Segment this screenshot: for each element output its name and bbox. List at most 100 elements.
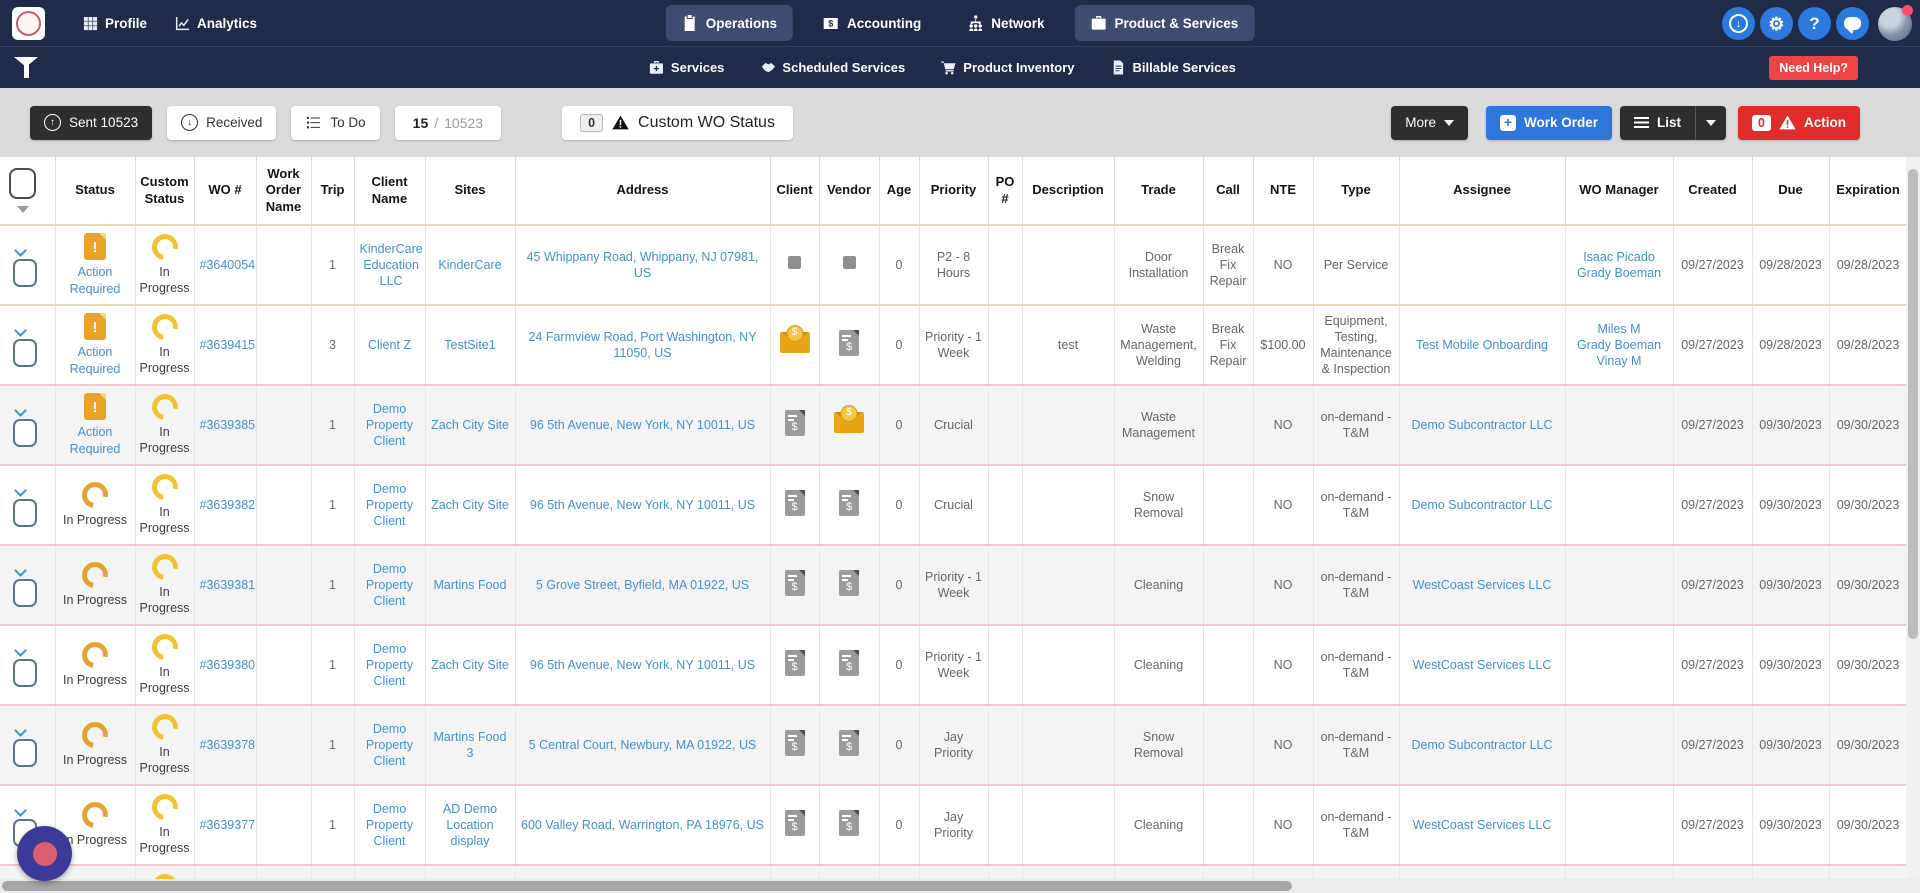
tab-operations[interactable]: Operations bbox=[665, 5, 793, 41]
wo-number-link[interactable]: #3639381 bbox=[199, 577, 256, 592]
select-menu-caret-icon[interactable] bbox=[17, 206, 29, 213]
client-name-link[interactable]: Demo Property Client bbox=[365, 721, 414, 769]
site-link[interactable]: AD Demo Location display bbox=[442, 801, 498, 849]
site-link[interactable]: Zach City Site bbox=[431, 417, 509, 432]
address-link[interactable]: 24 Farmview Road, Port Washington, NY 11… bbox=[528, 329, 757, 360]
address-link[interactable]: 96 5th Avenue, New York, NY 10011, US bbox=[529, 417, 756, 432]
feedback-floating-button[interactable] bbox=[17, 826, 72, 881]
person-link[interactable]: WestCoast Services LLC bbox=[1412, 817, 1552, 832]
person-link[interactable]: Miles M bbox=[1597, 321, 1641, 336]
row-expand-chevron-icon[interactable] bbox=[14, 803, 27, 817]
company-logo[interactable] bbox=[12, 6, 45, 40]
tab-accounting[interactable]: $ Accounting bbox=[807, 5, 937, 41]
site-link[interactable]: Martins Food 3 bbox=[433, 729, 507, 760]
col-header-client[interactable]: Client bbox=[770, 157, 820, 226]
col-header-wo-manager[interactable]: WO Manager bbox=[1565, 157, 1674, 226]
vertical-scrollbar-thumb[interactable] bbox=[1908, 169, 1918, 639]
address-link[interactable]: 5 Central Court, Newbury, MA 01922, US bbox=[528, 737, 757, 752]
person-link[interactable]: Demo Subcontractor LLC bbox=[1411, 737, 1553, 752]
invoice-doc-icon[interactable] bbox=[784, 729, 805, 756]
site-link[interactable]: KinderCare bbox=[438, 257, 502, 272]
address-link[interactable]: 600 Valley Road, Warrington, PA 18976, U… bbox=[521, 817, 764, 832]
col-header-age[interactable]: Age bbox=[879, 157, 920, 226]
invoice-doc-icon[interactable] bbox=[839, 329, 859, 356]
col-header-assignee[interactable]: Assignee bbox=[1399, 157, 1566, 226]
wo-number-link[interactable]: #3639382 bbox=[199, 497, 256, 512]
more-button[interactable]: More bbox=[1391, 105, 1468, 140]
person-link[interactable]: Grady Boeman bbox=[1576, 266, 1662, 280]
col-header-status[interactable]: Status bbox=[55, 157, 136, 226]
select-all-checkbox[interactable] bbox=[9, 168, 36, 199]
invoice-doc-icon[interactable] bbox=[784, 489, 805, 516]
person-link[interactable]: WestCoast Services LLC bbox=[1412, 577, 1552, 592]
row-expand-chevron-icon[interactable] bbox=[14, 723, 27, 737]
col-header-vendor[interactable]: Vendor bbox=[819, 157, 880, 226]
subnav-services[interactable]: Services bbox=[649, 60, 724, 75]
table-row[interactable]: In Progress In Progress #3639377 1 Demo … bbox=[0, 785, 1920, 866]
row-checkbox[interactable] bbox=[13, 658, 37, 687]
row-expand-chevron-icon[interactable] bbox=[14, 243, 27, 257]
subnav-scheduled-services[interactable]: Scheduled Services bbox=[760, 60, 905, 75]
row-expand-chevron-icon[interactable] bbox=[14, 643, 27, 657]
row-checkbox[interactable] bbox=[13, 738, 37, 767]
col-header-custom-status[interactable]: Custom Status bbox=[135, 157, 195, 226]
site-link[interactable]: Zach City Site bbox=[431, 657, 509, 672]
col-header-description[interactable]: Description bbox=[1022, 157, 1115, 226]
horizontal-scrollbar-thumb[interactable] bbox=[2, 881, 1292, 891]
col-header-address[interactable]: Address bbox=[515, 157, 771, 226]
row-checkbox[interactable] bbox=[13, 338, 37, 367]
person-link[interactable]: Vinay M bbox=[1596, 354, 1642, 369]
table-row[interactable]: In Progress In Progress #3639380 1 Demo … bbox=[0, 625, 1920, 706]
gray-square-icon[interactable] bbox=[842, 256, 856, 270]
row-expand-chevron-icon[interactable] bbox=[14, 403, 27, 417]
person-link[interactable]: Isaac Picado bbox=[1583, 249, 1655, 264]
col-header-po[interactable]: PO # bbox=[988, 157, 1023, 226]
invoice-doc-icon[interactable] bbox=[784, 569, 805, 596]
row-checkbox[interactable] bbox=[13, 498, 37, 527]
col-header-created[interactable]: Created bbox=[1673, 157, 1753, 226]
row-expand-chevron-icon[interactable] bbox=[14, 563, 27, 577]
wo-number-link[interactable]: #3639415 bbox=[199, 337, 256, 352]
invoice-doc-icon[interactable] bbox=[839, 809, 859, 836]
address-link[interactable]: 45 Whippany Road, Whippany, NJ 07981, US bbox=[526, 249, 759, 280]
tab-network[interactable]: Network bbox=[951, 5, 1060, 41]
client-name-link[interactable]: Demo Property Client bbox=[365, 561, 414, 609]
col-header-client-name[interactable]: Client Name bbox=[354, 157, 426, 226]
client-name-link[interactable]: Client Z bbox=[367, 337, 412, 352]
filter-funnel-icon[interactable] bbox=[14, 57, 38, 78]
person-link[interactable]: Demo Subcontractor LLC bbox=[1411, 417, 1553, 432]
col-header-nte[interactable]: NTE bbox=[1253, 157, 1314, 226]
list-view-button[interactable]: List bbox=[1620, 105, 1696, 140]
wo-number-link[interactable]: #3639385 bbox=[199, 417, 256, 432]
envelope-dollar-icon[interactable] bbox=[834, 412, 864, 434]
person-link[interactable]: Grady Boeman bbox=[1576, 337, 1662, 352]
table-row[interactable]: Action Required In Progress #3639415 3 C… bbox=[0, 305, 1920, 386]
wo-number-link[interactable]: #3639377 bbox=[199, 817, 256, 832]
chat-button[interactable] bbox=[1836, 7, 1869, 40]
received-filter-button[interactable]: ↓ Received bbox=[167, 105, 277, 140]
site-link[interactable]: Martins Food bbox=[433, 577, 507, 592]
row-expand-chevron-icon[interactable] bbox=[14, 483, 27, 497]
client-name-link[interactable]: Demo Property Client bbox=[365, 401, 414, 449]
col-header-work-order-name[interactable]: Work Order Name bbox=[256, 157, 312, 226]
person-link[interactable]: Demo Subcontractor LLC bbox=[1411, 497, 1553, 512]
client-name-link[interactable]: Demo Property Client bbox=[365, 801, 414, 849]
list-view-caret-button[interactable] bbox=[1695, 105, 1727, 140]
col-header-due[interactable]: Due bbox=[1752, 157, 1830, 226]
person-link[interactable]: WestCoast Services LLC bbox=[1412, 657, 1552, 672]
help-button[interactable]: ? bbox=[1798, 7, 1831, 40]
invoice-doc-icon[interactable] bbox=[839, 649, 859, 676]
action-button[interactable]: 0 Action bbox=[1738, 105, 1860, 140]
wo-number-link[interactable]: #3639380 bbox=[199, 657, 256, 672]
client-name-link[interactable]: KinderCare Education LLC bbox=[359, 241, 423, 289]
invoice-doc-icon[interactable] bbox=[839, 729, 859, 756]
download-circle-button[interactable]: ↓ bbox=[1722, 7, 1755, 40]
envelope-dollar-icon[interactable] bbox=[779, 332, 810, 354]
col-header-expiration[interactable]: Expiration bbox=[1829, 157, 1908, 226]
todo-filter-button[interactable]: To Do bbox=[291, 105, 380, 140]
address-link[interactable]: 96 5th Avenue, New York, NY 10011, US bbox=[529, 657, 756, 672]
nav-profile[interactable]: Profile bbox=[83, 16, 147, 31]
site-link[interactable]: Zach City Site bbox=[431, 497, 509, 512]
invoice-doc-icon[interactable] bbox=[784, 409, 805, 436]
custom-wo-status-filter[interactable]: 0 Custom WO Status bbox=[562, 105, 793, 140]
